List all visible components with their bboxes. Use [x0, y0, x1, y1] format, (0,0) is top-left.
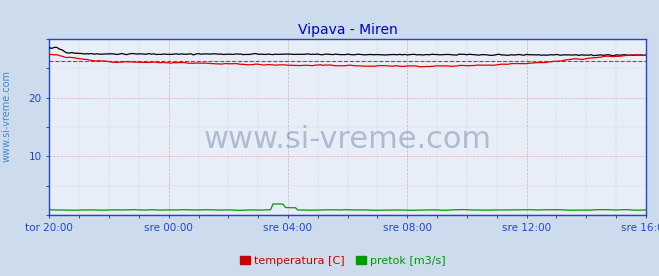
Text: www.si-vreme.com: www.si-vreme.com [1, 70, 12, 162]
Legend: temperatura [C], pretok [m3/s]: temperatura [C], pretok [m3/s] [235, 251, 450, 270]
Title: Vipava - Miren: Vipava - Miren [298, 23, 397, 38]
Text: www.si-vreme.com: www.si-vreme.com [204, 125, 492, 154]
